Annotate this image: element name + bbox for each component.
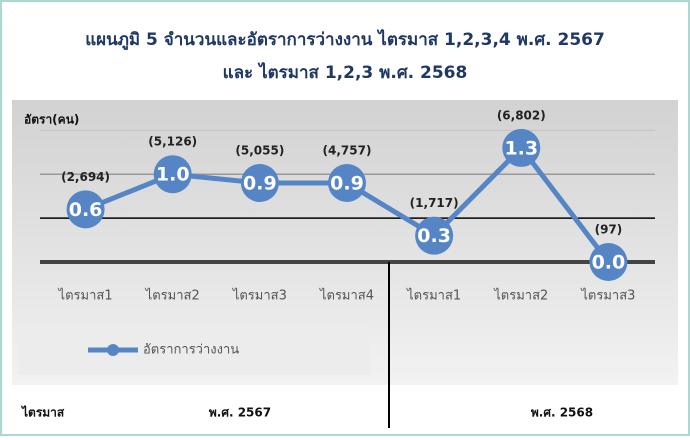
count-label: (1,717) <box>410 196 459 210</box>
data-label: 0.6 <box>69 199 103 221</box>
count-label: (5,126) <box>148 135 197 149</box>
group-label: พ.ศ. 2567 <box>209 406 271 420</box>
x-tick-label: ไตรมาส2 <box>145 288 200 304</box>
data-label: 1.3 <box>504 137 538 159</box>
marker <box>589 243 628 281</box>
x-tick-label: ไตรมาส1 <box>406 288 461 304</box>
data-label: 0.3 <box>417 225 451 247</box>
chart-title: แผนภูมิ 5 จำนวนและอัตราการว่างงาน ไตรมาส… <box>85 29 605 51</box>
count-label: (97) <box>595 223 623 237</box>
x-tick-label: ไตรมาส3 <box>580 288 635 304</box>
marker <box>415 216 454 255</box>
x-tick-label: ไตรมาส4 <box>319 288 374 304</box>
data-label: 0.0 <box>592 252 626 274</box>
marker <box>240 164 279 202</box>
count-label: (4,757) <box>323 144 372 158</box>
legend-box <box>18 325 370 375</box>
data-label: 0.9 <box>243 173 277 195</box>
x-tick-label: ไตรมาส2 <box>493 288 548 304</box>
marker <box>328 164 366 202</box>
data-label: 0.9 <box>330 173 364 195</box>
legend-label: อัตราการว่างงาน <box>143 343 239 358</box>
y-axis-label: อัตรา(คน) <box>24 113 79 127</box>
x-tick-label: ไตรมาส3 <box>232 288 287 304</box>
x-tick-label: ไตรมาส1 <box>58 288 113 304</box>
count-label: (6,802) <box>497 108 546 122</box>
count-label: (2,694) <box>61 170 110 184</box>
legend-marker <box>107 344 119 356</box>
data-label: 1.0 <box>156 164 190 186</box>
marker <box>153 155 192 194</box>
chart-subtitle: และ ไตรมาส 1,2,3 พ.ศ. 2568 <box>223 62 468 83</box>
marker <box>66 190 105 229</box>
footer-row <box>12 385 678 430</box>
group-label: พ.ศ. 2568 <box>531 406 593 420</box>
marker <box>502 128 541 167</box>
count-label: (5,055) <box>235 144 284 158</box>
x-axis-label: ไตรมาส <box>20 405 65 420</box>
